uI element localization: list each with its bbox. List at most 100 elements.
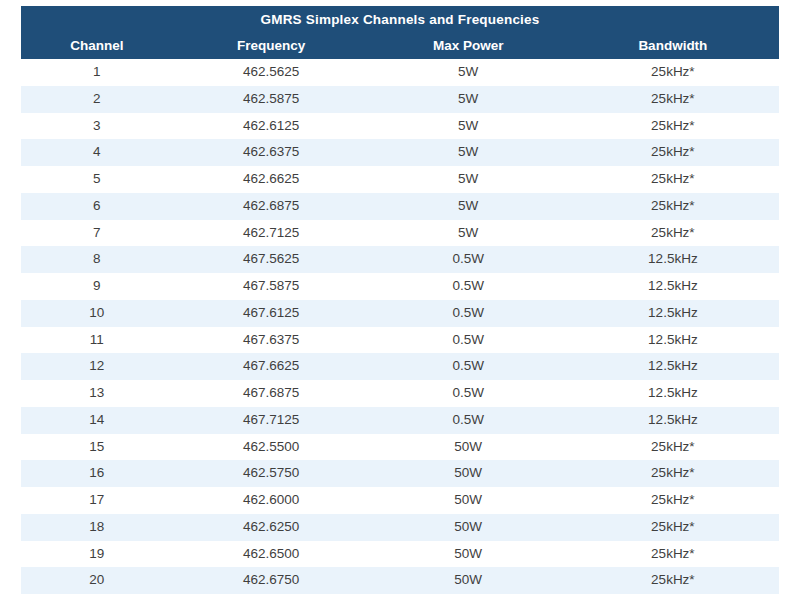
- table-cell: 0.5W: [370, 327, 567, 354]
- table-cell: 25kHz*: [567, 567, 779, 594]
- table-cell: 0.5W: [370, 407, 567, 434]
- table-cell: 462.6000: [173, 487, 370, 514]
- table-cell: 4: [21, 139, 173, 166]
- table-row: 9467.58750.5W12.5kHz: [21, 273, 779, 300]
- table-cell: 25kHz*: [567, 59, 779, 86]
- table-cell: 10: [21, 300, 173, 327]
- table-cell: 25kHz*: [567, 487, 779, 514]
- table-cell: 5: [21, 166, 173, 193]
- table-cell: 462.7125: [173, 220, 370, 247]
- table-cell: 6: [21, 193, 173, 220]
- table-cell: 462.6125: [173, 113, 370, 140]
- table-cell: 3: [21, 113, 173, 140]
- table-cell: 12.5kHz: [567, 327, 779, 354]
- table-cell: 5W: [370, 59, 567, 86]
- table-cell: 462.6875: [173, 193, 370, 220]
- table-cell: 25kHz*: [567, 139, 779, 166]
- table-cell: 467.5625: [173, 246, 370, 273]
- column-header-channel: Channel: [21, 33, 173, 59]
- gmrs-table-container: GMRS Simplex Channels and Frequencies Ch…: [21, 6, 779, 594]
- table-cell: 15: [21, 434, 173, 461]
- table-cell: 5W: [370, 139, 567, 166]
- table-cell: 467.6375: [173, 327, 370, 354]
- table-cell: 25kHz*: [567, 514, 779, 541]
- table-cell: 462.6375: [173, 139, 370, 166]
- table-cell: 12.5kHz: [567, 273, 779, 300]
- table-row: 5462.66255W25kHz*: [21, 166, 779, 193]
- table-cell: 467.7125: [173, 407, 370, 434]
- table-cell: 16: [21, 460, 173, 487]
- table-cell: 467.6125: [173, 300, 370, 327]
- table-cell: 0.5W: [370, 380, 567, 407]
- table-row: 14467.71250.5W12.5kHz: [21, 407, 779, 434]
- column-header-row: Channel Frequency Max Power Bandwidth: [21, 33, 779, 59]
- table-cell: 462.5500: [173, 434, 370, 461]
- table-cell: 1: [21, 59, 173, 86]
- table-cell: 462.6750: [173, 567, 370, 594]
- table-cell: 50W: [370, 460, 567, 487]
- table-cell: 5W: [370, 86, 567, 113]
- table-cell: 11: [21, 327, 173, 354]
- column-header-bandwidth: Bandwidth: [567, 33, 779, 59]
- table-row: 17462.600050W25kHz*: [21, 487, 779, 514]
- table-cell: 5W: [370, 193, 567, 220]
- table-cell: 50W: [370, 567, 567, 594]
- table-row: 3462.61255W25kHz*: [21, 113, 779, 140]
- table-cell: 12.5kHz: [567, 407, 779, 434]
- table-cell: 25kHz*: [567, 86, 779, 113]
- table-cell: 462.6625: [173, 166, 370, 193]
- table-body: 1462.56255W25kHz*2462.58755W25kHz*3462.6…: [21, 59, 779, 594]
- table-cell: 12.5kHz: [567, 380, 779, 407]
- table-cell: 50W: [370, 487, 567, 514]
- table-cell: 19: [21, 541, 173, 568]
- table-row: 18462.625050W25kHz*: [21, 514, 779, 541]
- table-cell: 12.5kHz: [567, 246, 779, 273]
- column-header-max-power: Max Power: [370, 33, 567, 59]
- table-cell: 462.6250: [173, 514, 370, 541]
- table-row: 15462.550050W25kHz*: [21, 434, 779, 461]
- table-cell: 467.5875: [173, 273, 370, 300]
- table-cell: 25kHz*: [567, 193, 779, 220]
- table-row: 11467.63750.5W12.5kHz: [21, 327, 779, 354]
- table-cell: 0.5W: [370, 353, 567, 380]
- table-row: 16462.575050W25kHz*: [21, 460, 779, 487]
- table-title: GMRS Simplex Channels and Frequencies: [21, 6, 779, 33]
- table-row: 20462.675050W25kHz*: [21, 567, 779, 594]
- table-cell: 0.5W: [370, 246, 567, 273]
- table-row: 8467.56250.5W12.5kHz: [21, 246, 779, 273]
- table-cell: 462.5750: [173, 460, 370, 487]
- table-row: 2462.58755W25kHz*: [21, 86, 779, 113]
- table-title-row: GMRS Simplex Channels and Frequencies: [21, 6, 779, 33]
- table-row: 1462.56255W25kHz*: [21, 59, 779, 86]
- table-row: 10467.61250.5W12.5kHz: [21, 300, 779, 327]
- table-cell: 50W: [370, 541, 567, 568]
- table-cell: 25kHz*: [567, 541, 779, 568]
- table-cell: 5W: [370, 113, 567, 140]
- table-row: 13467.68750.5W12.5kHz: [21, 380, 779, 407]
- table-cell: 25kHz*: [567, 220, 779, 247]
- table-cell: 20: [21, 567, 173, 594]
- table-cell: 25kHz*: [567, 113, 779, 140]
- table-cell: 5W: [370, 166, 567, 193]
- table-row: 7462.71255W25kHz*: [21, 220, 779, 247]
- table-cell: 9: [21, 273, 173, 300]
- table-row: 12467.66250.5W12.5kHz: [21, 353, 779, 380]
- table-cell: 50W: [370, 434, 567, 461]
- table-row: 19462.650050W25kHz*: [21, 541, 779, 568]
- table-cell: 467.6625: [173, 353, 370, 380]
- table-cell: 0.5W: [370, 300, 567, 327]
- table-cell: 2: [21, 86, 173, 113]
- table-cell: 50W: [370, 514, 567, 541]
- table-cell: 462.5625: [173, 59, 370, 86]
- table-row: 4462.63755W25kHz*: [21, 139, 779, 166]
- table-cell: 462.6500: [173, 541, 370, 568]
- table-cell: 25kHz*: [567, 460, 779, 487]
- table-cell: 12.5kHz: [567, 353, 779, 380]
- table-cell: 25kHz*: [567, 434, 779, 461]
- table-cell: 7: [21, 220, 173, 247]
- table-cell: 13: [21, 380, 173, 407]
- column-header-frequency: Frequency: [173, 33, 370, 59]
- table-row: 6462.68755W25kHz*: [21, 193, 779, 220]
- table-cell: 14: [21, 407, 173, 434]
- table-cell: 25kHz*: [567, 166, 779, 193]
